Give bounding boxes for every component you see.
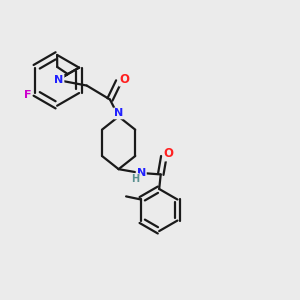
Text: O: O xyxy=(119,73,129,85)
Text: N: N xyxy=(136,168,146,178)
Text: N: N xyxy=(114,108,123,118)
Text: H: H xyxy=(131,174,139,184)
Text: N: N xyxy=(54,75,64,85)
Text: O: O xyxy=(164,148,174,160)
Text: F: F xyxy=(24,90,31,100)
